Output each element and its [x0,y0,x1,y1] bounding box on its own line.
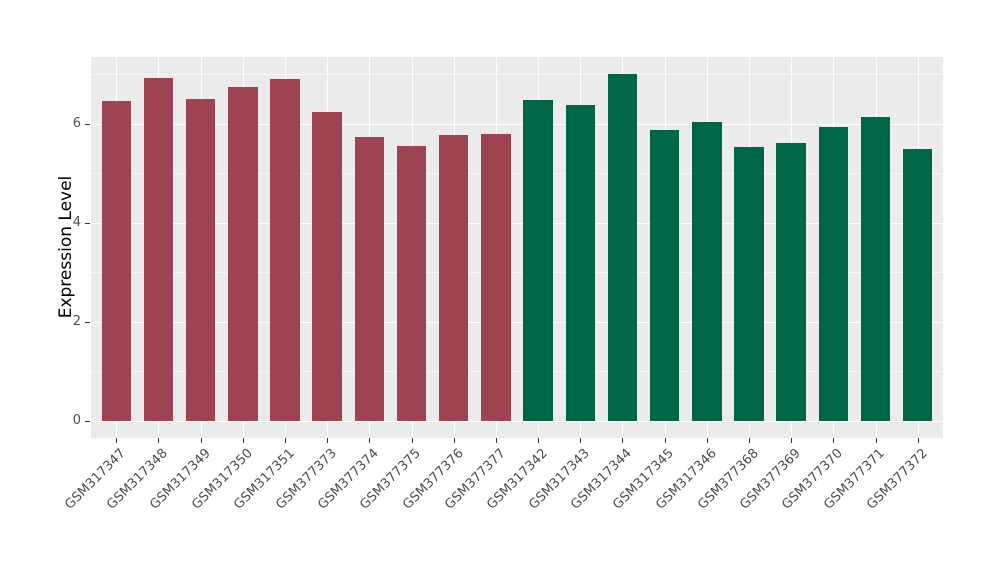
x-tick-label: GSM317351 [231,446,298,513]
x-tick-mark [158,438,160,443]
x-tick-mark [495,438,497,443]
x-tick-label: GSM377368 [695,446,762,513]
x-tick-label: GSM377374 [315,446,382,513]
bar-GSM317347 [101,101,132,421]
gridline-major [91,420,943,422]
x-tick-mark [242,438,244,443]
bar-GSM317349 [185,98,216,421]
y-axis-title: Expression Level [56,175,76,319]
x-tick-label: GSM377370 [779,446,846,513]
x-tick-mark [875,438,877,443]
x-tick-label: GSM377372 [863,446,931,513]
bar-GSM377368 [734,147,764,421]
bar-GSM377376 [438,134,469,421]
gridline-minor [91,173,943,174]
bar-GSM317346 [692,121,722,421]
x-tick-label: GSM377377 [441,446,509,513]
x-tick-mark [706,438,708,443]
x-tick-mark [538,438,540,443]
gridline-minor [91,272,943,273]
x-tick-label: GSM317348 [104,446,172,513]
x-tick-mark [791,438,793,443]
bar-GSM377374 [354,136,385,421]
x-tick-mark [748,438,750,443]
gridline-major [91,123,943,125]
bar-GSM377377 [481,134,511,421]
x-tick-mark [411,438,413,443]
bar-GSM377375 [396,145,427,421]
y-tick-label: 6 [72,115,81,131]
x-tick-label: GSM377375 [357,446,425,513]
plot-area [91,57,943,438]
bar-GSM377371 [860,116,891,421]
x-tick-label: GSM317346 [652,446,720,513]
x-tick-mark [833,438,835,443]
x-tick-mark [917,438,919,443]
y-tick-mark [85,420,90,422]
x-tick-mark [327,438,329,443]
x-tick-label: GSM317343 [526,446,593,513]
gridline-minor [91,74,943,75]
gridline-major [91,222,943,224]
x-tick-label: GSM377376 [399,446,467,513]
y-tick-label: 0 [72,412,81,428]
gridline-minor [91,371,943,372]
bar-GSM317348 [143,77,174,421]
y-tick-mark [85,321,90,323]
y-tick-mark [85,222,90,224]
x-tick-label: GSM317345 [610,446,678,513]
x-tick-mark [580,438,582,443]
x-tick-label: GSM377371 [821,446,889,513]
x-tick-mark [200,438,202,443]
y-tick-mark [85,123,90,125]
x-tick-label: GSM377373 [273,446,340,513]
bar-GSM317342 [523,100,553,421]
x-tick-label: GSM317349 [146,446,214,513]
bar-GSM377369 [776,143,806,421]
x-tick-label: GSM317347 [62,446,129,513]
x-tick-label: GSM317344 [568,446,636,513]
bar-GSM377373 [312,112,342,421]
x-tick-label: GSM317350 [188,446,256,513]
x-tick-mark [285,438,287,443]
x-tick-mark [453,438,455,443]
gridline-major [91,321,943,323]
bar-GSM317343 [565,105,596,421]
x-tick-label: GSM377369 [737,446,804,513]
bar-GSM377370 [818,127,849,421]
bar-GSM377372 [902,149,933,421]
bar-GSM317350 [228,87,258,421]
bar-GSM317351 [270,78,300,421]
x-tick-mark [664,438,666,443]
x-tick-label: GSM317342 [484,446,551,513]
bar-GSM317344 [607,74,638,421]
x-tick-mark [369,438,371,443]
bar-GSM317345 [649,130,680,421]
x-tick-mark [622,438,624,443]
x-tick-mark [116,438,118,443]
